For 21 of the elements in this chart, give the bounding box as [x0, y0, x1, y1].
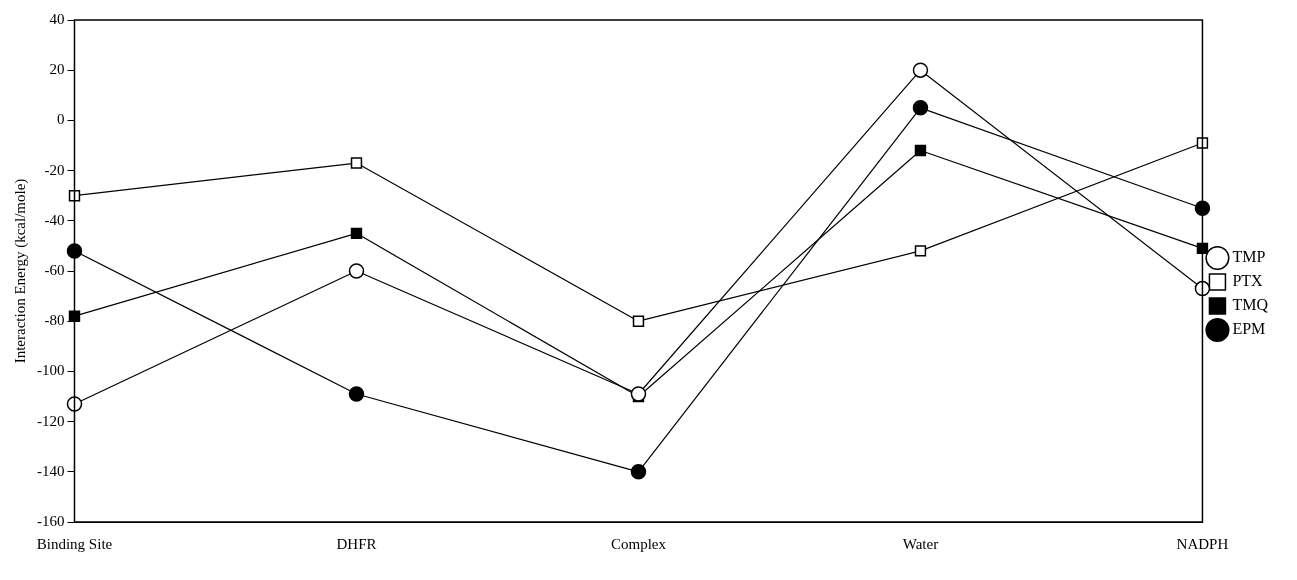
- legend-label: TMQ: [1232, 296, 1269, 314]
- y-axis-title: Interaction Energy (kcal/mole): [11, 178, 29, 364]
- y-tick-label: -120: [37, 412, 65, 429]
- y-tick-label: -140: [37, 462, 65, 479]
- y-tick-label: -100: [37, 362, 65, 379]
- legend-label: EPM: [1232, 320, 1266, 338]
- x-tick-label: Water: [902, 535, 939, 552]
- y-tick-label: 20: [49, 61, 65, 78]
- y-tick-label: -20: [44, 161, 65, 178]
- x-tick-label: NADPH: [1176, 535, 1229, 552]
- y-tick-label: -160: [37, 512, 65, 529]
- legend-label: PTX: [1232, 272, 1264, 290]
- legend-label: TMP: [1232, 248, 1266, 266]
- y-tick-label: 0: [57, 111, 65, 128]
- y-tick-label: 40: [49, 10, 65, 27]
- x-tick-label: Complex: [610, 535, 667, 552]
- x-tick-label: Binding Site: [36, 535, 113, 552]
- y-tick-label: -80: [44, 312, 65, 329]
- x-tick-label: DHFR: [336, 535, 377, 552]
- y-tick-label: -60: [44, 261, 65, 278]
- y-tick-label: -40: [44, 211, 65, 228]
